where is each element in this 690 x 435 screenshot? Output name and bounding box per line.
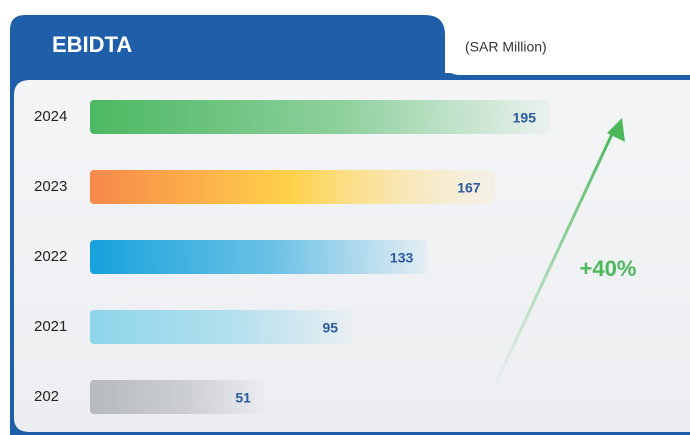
arrow-head (607, 118, 625, 142)
category-label: 2024 (34, 108, 67, 125)
subtitle-bg (445, 15, 690, 73)
annotation: +40% (580, 256, 637, 281)
growth-arrow (493, 131, 615, 386)
bar (90, 310, 353, 344)
category-label: 2022 (34, 248, 67, 265)
category-label: 2021 (34, 318, 67, 335)
category-label: 2023 (34, 178, 67, 195)
value-label: 95 (322, 320, 338, 336)
bar (90, 240, 428, 274)
value-label: 195 (513, 110, 537, 126)
bar (90, 380, 265, 414)
value-label: 167 (457, 180, 481, 196)
bar (90, 170, 495, 204)
value-label: 133 (390, 250, 414, 266)
category-label: 202 (34, 388, 59, 405)
chart-title: EBIDTA (52, 32, 132, 57)
value-label: 51 (235, 390, 251, 406)
bar (90, 100, 550, 134)
subtitle: (SAR Million) (465, 39, 547, 55)
